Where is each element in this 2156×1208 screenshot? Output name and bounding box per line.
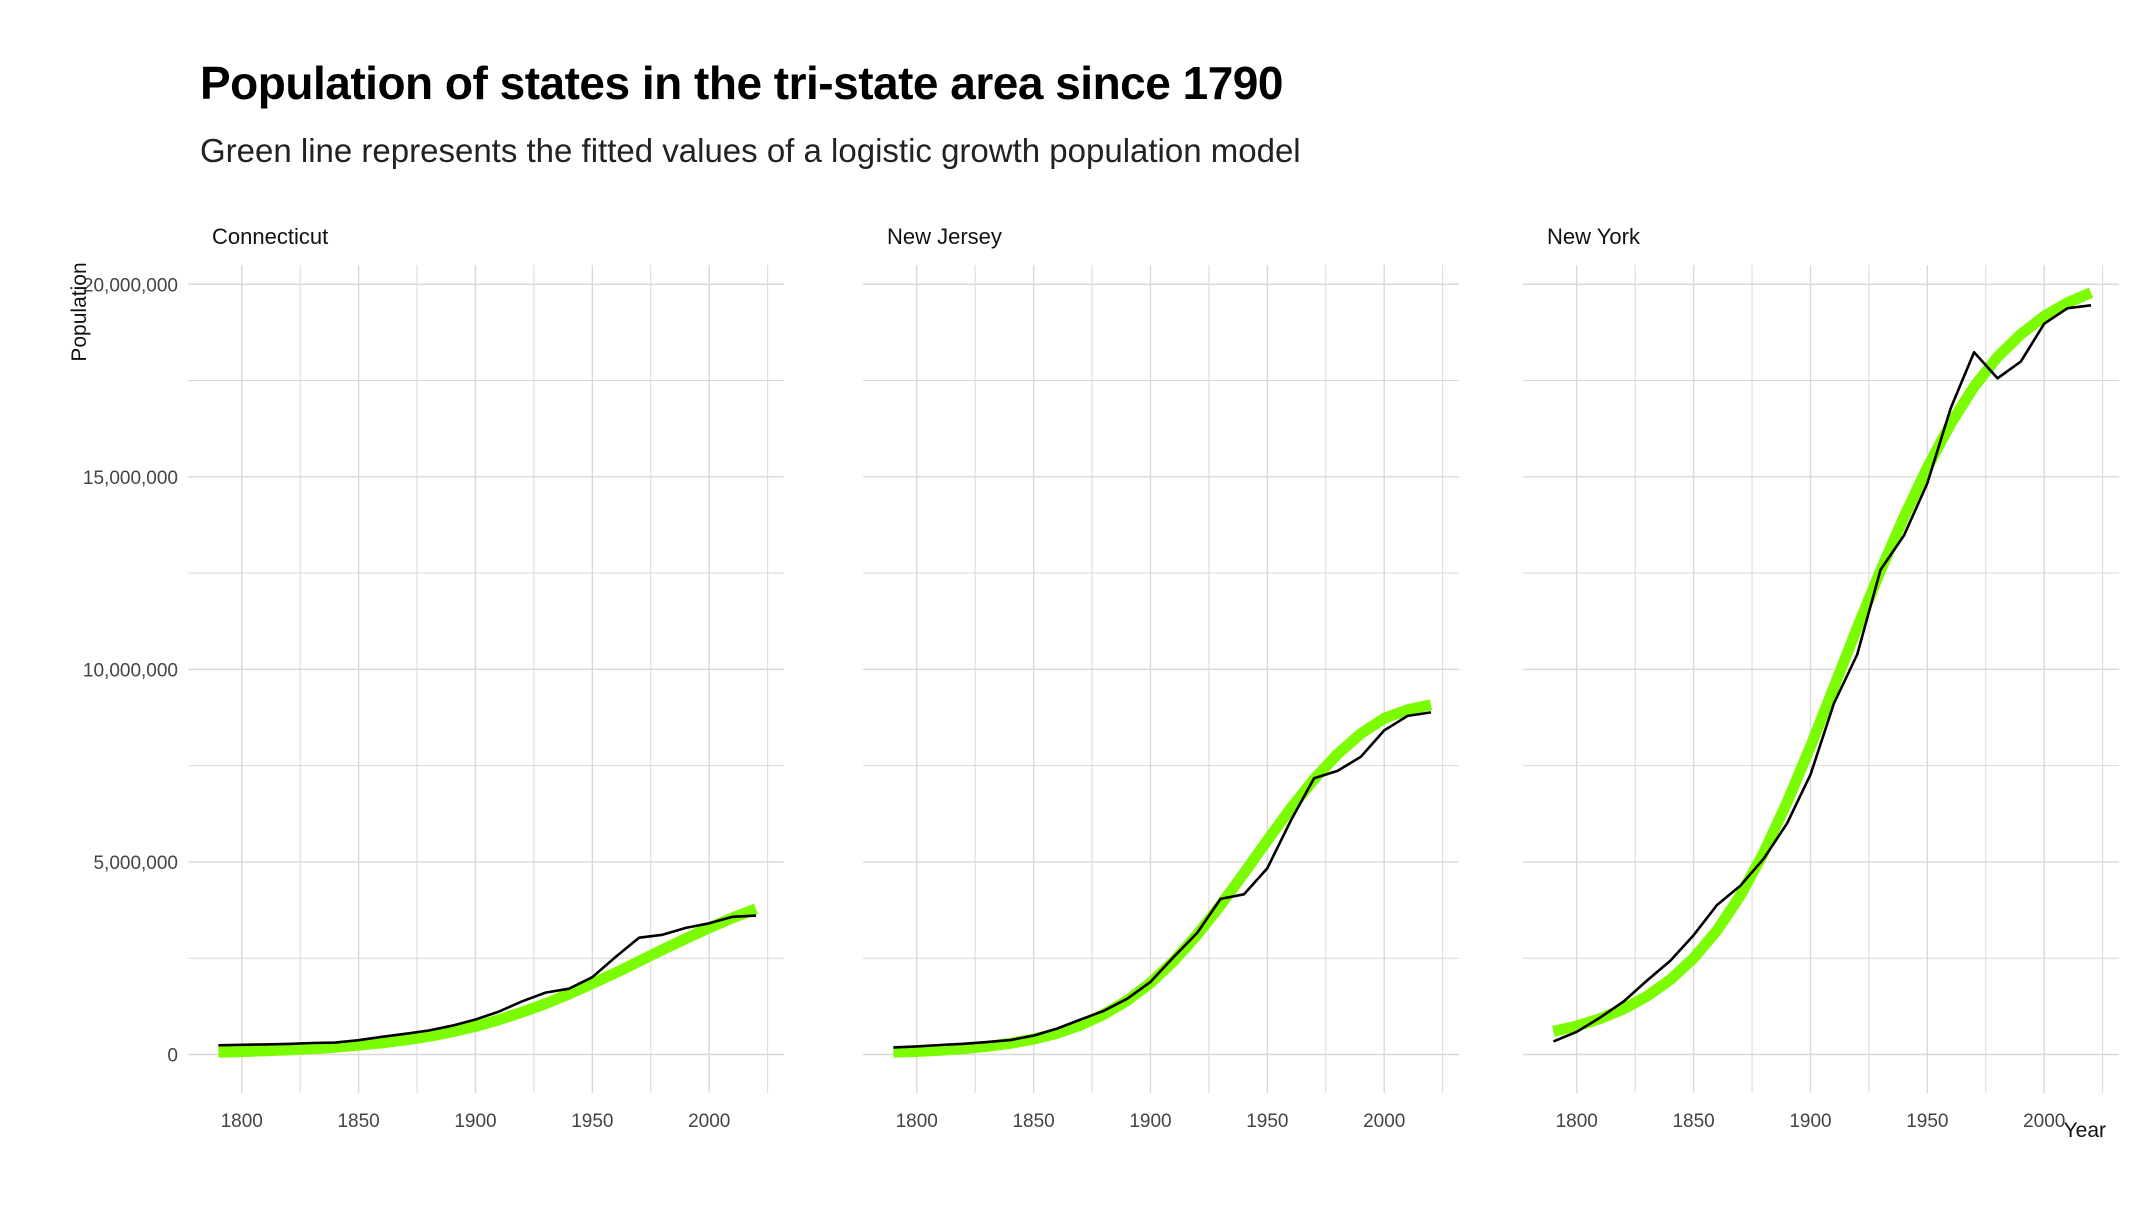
y-axis-label: Population xyxy=(68,262,91,361)
x-tick-label: 1850 xyxy=(1672,1111,1714,1132)
x-tick-label: 2000 xyxy=(1363,1111,1405,1132)
chart-title: Population of states in the tri-state ar… xyxy=(200,57,1283,109)
facet-panel-connecticut: 1800 1850 1900 1950 2000 Connecticut xyxy=(188,224,784,1132)
x-tick-label: 1950 xyxy=(1246,1111,1288,1132)
x-tick-label: 1800 xyxy=(221,1111,263,1132)
chart-subtitle: Green line represents the fitted values … xyxy=(200,132,1301,169)
fitted-series-line xyxy=(218,903,758,1058)
y-tick-label: 20,000,000 xyxy=(83,275,178,296)
facet-panel-new-jersey: 1800 1850 1900 1950 2000 New Jersey xyxy=(863,224,1459,1132)
fitted-series-line xyxy=(893,699,1433,1058)
facet-panel-new-york: 1800 1850 1900 1950 2000 New York xyxy=(1523,224,2119,1132)
facet-strip-label: Connecticut xyxy=(212,224,328,249)
y-tick-label: 5,000,000 xyxy=(93,853,178,874)
observed-series-line xyxy=(1552,304,2092,1043)
x-tick-label: 1850 xyxy=(337,1111,379,1132)
x-tick-label: 1800 xyxy=(1556,1111,1598,1132)
facet-strip-label: New Jersey xyxy=(887,224,1002,249)
x-tick-label: 1950 xyxy=(571,1111,613,1132)
x-tick-label: 1900 xyxy=(1129,1111,1171,1132)
x-tick-label: 1950 xyxy=(1906,1111,1948,1132)
x-tick-label: 2000 xyxy=(2023,1111,2065,1132)
x-tick-label: 1850 xyxy=(1012,1111,1054,1132)
facet-strip-label: New York xyxy=(1547,224,1641,249)
y-tick-label: 15,000,000 xyxy=(83,468,178,489)
x-tick-label: 2000 xyxy=(688,1111,730,1132)
observed-series-line xyxy=(218,914,757,1047)
x-tick-label: 1800 xyxy=(896,1111,938,1132)
x-tick-label: 1900 xyxy=(1789,1111,1831,1132)
x-tick-label: 1900 xyxy=(454,1111,496,1132)
observed-series-line xyxy=(893,711,1432,1049)
y-tick-label: 10,000,000 xyxy=(83,660,178,681)
y-tick-label: 0 xyxy=(167,1045,178,1066)
fitted-series-line xyxy=(1552,287,2094,1037)
x-axis-label: Year xyxy=(2064,1119,2106,1142)
